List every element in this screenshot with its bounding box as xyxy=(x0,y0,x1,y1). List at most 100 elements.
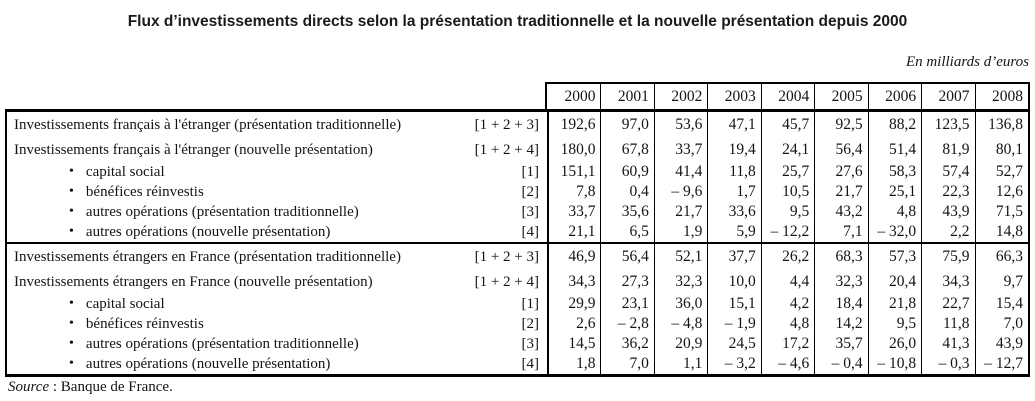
value-cell: 66,3 xyxy=(974,244,1028,270)
value-cell: 88,2 xyxy=(867,112,921,138)
value-cell: 24,5 xyxy=(707,334,760,354)
value-cell: 81,9 xyxy=(921,138,974,162)
row-label: Investissements français à l'étranger (n… xyxy=(14,141,373,158)
value-cell: 123,5 xyxy=(921,112,974,138)
table-section: Investissements étrangers en France (pré… xyxy=(7,242,1028,374)
value-cell: 17,2 xyxy=(760,334,814,354)
bullet-icon: • xyxy=(69,224,74,239)
bullet-icon: • xyxy=(69,164,74,179)
value-cell: 29,9 xyxy=(547,294,600,314)
value-cell: 71,5 xyxy=(974,202,1028,222)
row-ref: [2] xyxy=(521,315,540,332)
table-row: Investissements français à l'étranger (n… xyxy=(7,138,1028,162)
row-label-wrap: Investissements étrangers en France (nou… xyxy=(14,274,373,291)
row-label-wrap: • autres opérations (présentation traditi… xyxy=(14,204,359,221)
value-cell: 151,1 xyxy=(547,162,600,182)
value-cell: 43,2 xyxy=(814,202,867,222)
value-cell: 24,1 xyxy=(760,138,814,162)
value-cell: 25,1 xyxy=(867,182,921,202)
value-cell: 21,8 xyxy=(867,294,921,314)
table-row: • capital social [1] 151,1 60,9 41,4 11,8 25,7 2… xyxy=(7,162,1028,182)
row-ref: [1 + 2 + 3] xyxy=(474,248,539,265)
row-ref: [4] xyxy=(521,223,540,240)
value-cell: 22,7 xyxy=(921,294,974,314)
table-row: • autres opérations (présentation traditi… xyxy=(7,202,1028,222)
table-row: • autres opérations (présentation traditi… xyxy=(7,334,1028,354)
table-row: Investissements étrangers en France (nou… xyxy=(7,270,1028,294)
row-label: autres opérations (nouvelle présentation… xyxy=(85,355,331,372)
value-cell: 21,7 xyxy=(653,202,707,222)
row-label: Investissements étrangers en France (nou… xyxy=(14,273,373,290)
value-cell: – 32,0 xyxy=(867,222,921,242)
value-cell: 5,9 xyxy=(707,222,760,242)
value-cell: – 3,2 xyxy=(707,354,760,374)
value-cell: 68,3 xyxy=(814,244,867,270)
value-cell: 6,5 xyxy=(600,222,653,242)
value-cell: 33,7 xyxy=(653,138,707,162)
value-cell: 80,1 xyxy=(974,138,1028,162)
value-cell: 14,8 xyxy=(974,222,1028,242)
value-cell: 15,1 xyxy=(707,294,760,314)
value-cell: 92,5 xyxy=(814,112,867,138)
value-cell: 19,4 xyxy=(707,138,760,162)
row-label-wrap: Investissements étrangers en France (pré… xyxy=(14,249,401,266)
row-ref: [1] xyxy=(521,163,540,180)
row-label-wrap: • bénéfices réinvestis xyxy=(14,316,204,333)
value-cell: 11,8 xyxy=(921,314,974,334)
value-cell: – 0,4 xyxy=(814,354,867,374)
value-cell: 4,8 xyxy=(760,314,814,334)
table-row: • bénéfices réinvestis [2] 7,8 0,4– 9,6 1,7 10… xyxy=(7,182,1028,202)
value-cell: 58,3 xyxy=(867,162,921,182)
row-label-wrap: • capital social xyxy=(14,164,165,181)
value-cell: 27,3 xyxy=(600,270,653,294)
value-cell: 97,0 xyxy=(600,112,653,138)
bullet-icon: • xyxy=(69,204,74,219)
value-cell: 1,9 xyxy=(653,222,707,242)
value-cell: 2,6 xyxy=(547,314,600,334)
row-label-cell: Investissements étrangers en France (nou… xyxy=(7,270,547,294)
value-cell: 35,6 xyxy=(600,202,653,222)
row-ref: [1 + 2 + 4] xyxy=(474,273,539,290)
row-label-cell: • autres opérations (présentation traditi… xyxy=(7,334,547,354)
value-cell: 1,1 xyxy=(653,354,707,374)
value-cell: 7,1 xyxy=(814,222,867,242)
row-label: capital social xyxy=(85,295,165,312)
row-label-cell: • bénéfices réinvestis [2] xyxy=(7,314,547,334)
source-text: : Banque de France. xyxy=(49,379,173,395)
row-label-wrap: • autres opérations (nouvelle présentatio… xyxy=(14,356,330,373)
source-note: Source : Banque de France. xyxy=(8,379,173,396)
row-label-wrap: • autres opérations (présentation traditi… xyxy=(14,336,359,353)
row-label: capital social xyxy=(85,163,165,180)
source-label: Source xyxy=(8,379,50,395)
value-cell: 12,6 xyxy=(974,182,1028,202)
year-header-cell: 2002 xyxy=(653,84,707,109)
value-cell: 2,2 xyxy=(921,222,974,242)
bullet-icon: • xyxy=(69,316,74,331)
value-cell: 26,2 xyxy=(760,244,814,270)
table-row: • capital social [1] 29,9 23,1 36,0 15,1 4,2 18,… xyxy=(7,294,1028,314)
value-cell: 57,3 xyxy=(867,244,921,270)
value-cell: 9,5 xyxy=(867,314,921,334)
value-cell: 46,9 xyxy=(547,244,600,270)
row-label-wrap: Investissements français à l'étranger (p… xyxy=(14,117,401,134)
value-cell: 25,7 xyxy=(760,162,814,182)
row-label: Investissements étrangers en France (pré… xyxy=(14,248,401,265)
value-cell: 192,6 xyxy=(547,112,600,138)
value-cell: 52,1 xyxy=(653,244,707,270)
value-cell: 4,4 xyxy=(760,270,814,294)
row-label-cell: Investissements français à l'étranger (p… xyxy=(7,112,547,138)
value-cell: 136,8 xyxy=(974,112,1028,138)
value-cell: 32,3 xyxy=(814,270,867,294)
value-cell: 11,8 xyxy=(707,162,760,182)
value-cell: 36,0 xyxy=(653,294,707,314)
value-cell: – 2,8 xyxy=(600,314,653,334)
table-body: Investissements français à l'étranger (p… xyxy=(5,109,1030,377)
table-section: Investissements français à l'étranger (p… xyxy=(7,112,1028,242)
bullet-icon: • xyxy=(69,356,74,371)
bullet-icon: • xyxy=(69,296,74,311)
row-label-wrap: Investissements français à l'étranger (n… xyxy=(14,142,373,159)
value-cell: 41,3 xyxy=(921,334,974,354)
value-cell: 4,2 xyxy=(760,294,814,314)
value-cell: – 0,3 xyxy=(921,354,974,374)
value-cell: 10,0 xyxy=(707,270,760,294)
